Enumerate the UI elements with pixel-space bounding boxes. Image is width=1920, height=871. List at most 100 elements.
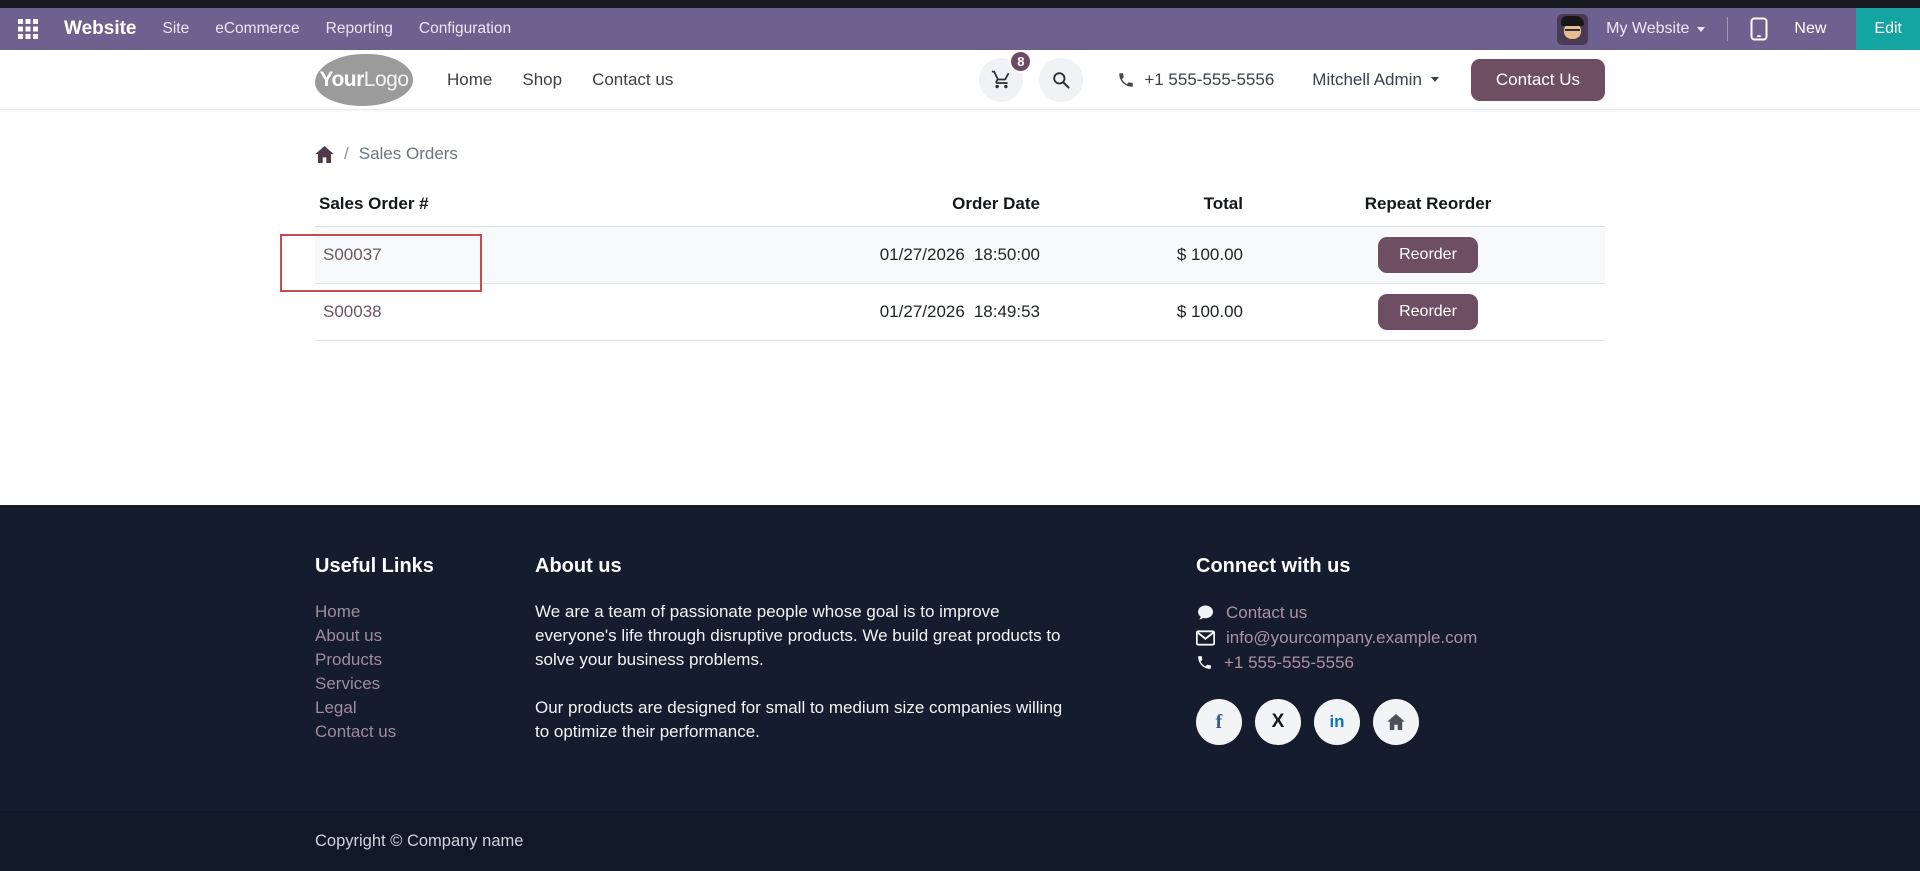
edit-button[interactable]: Edit xyxy=(1856,8,1920,50)
header-phone-number: +1 555-555-5556 xyxy=(1144,69,1275,89)
avatar-hair xyxy=(1561,15,1585,26)
order-total: $ 100.00 xyxy=(1176,302,1243,321)
footer-link-legal[interactable]: Legal xyxy=(315,698,357,717)
cart-icon xyxy=(991,70,1010,89)
useful-links-title: Useful Links xyxy=(315,555,434,577)
site-header: Your Logo Home Shop Contact us 8 xyxy=(0,49,1920,110)
sales-orders-table: Sales Order # Order Date Total Repeat Re… xyxy=(315,194,1605,341)
footer-link-contact-us[interactable]: Contact us xyxy=(315,722,397,741)
reorder-button-s00038[interactable]: Reorder xyxy=(1378,294,1478,330)
user-avatar[interactable] xyxy=(1557,13,1589,45)
column-order-date: Order Date xyxy=(952,194,1040,213)
window-top-strip xyxy=(0,0,1920,8)
order-date: 01/27/2026 xyxy=(879,302,965,321)
breadcrumb-separator: / xyxy=(344,144,349,163)
footer-about: About us We are a team of passionate peo… xyxy=(535,555,1075,745)
breadcrumb-current: Sales Orders xyxy=(358,144,458,163)
order-total: $ 100.00 xyxy=(1176,245,1243,264)
home-icon xyxy=(315,145,334,163)
nav-home[interactable]: Home xyxy=(447,69,493,89)
reorder-button-s00037[interactable]: Reorder xyxy=(1378,237,1478,273)
x-twitter-button[interactable]: X xyxy=(1255,699,1301,745)
footer-contact-label: Contact us xyxy=(1226,603,1308,622)
user-menu[interactable]: Mitchell Admin xyxy=(1312,70,1439,90)
chevron-down-icon xyxy=(1697,26,1706,32)
footer-link-products[interactable]: Products xyxy=(315,650,383,669)
apps-grid-icon[interactable] xyxy=(18,19,38,39)
avatar-face xyxy=(1564,22,1582,39)
topbar-menu-reporting[interactable]: Reporting xyxy=(325,20,393,37)
search-button[interactable] xyxy=(1039,57,1084,102)
footer-link-services[interactable]: Services xyxy=(315,674,381,693)
footer-contact-link[interactable]: Contact us xyxy=(1196,600,1605,625)
footer-copyright-bar: Copyright © Company name xyxy=(0,811,1920,871)
cart-count-badge: 8 xyxy=(1009,49,1033,73)
facebook-button[interactable]: f xyxy=(1196,699,1242,745)
topbar-brand-website[interactable]: Website xyxy=(64,18,137,39)
facebook-icon: f xyxy=(1215,710,1223,733)
logo-text-logo: Logo xyxy=(363,67,409,91)
header-right: 8 +1 555-555-5556 Mitchell Admin xyxy=(979,49,1605,102)
about-paragraph-1: We are a team of passionate people whose… xyxy=(535,602,1061,669)
main-nav: Home Shop Contact us xyxy=(447,70,673,90)
x-twitter-icon: X xyxy=(1271,711,1285,732)
site-logo[interactable]: Your Logo xyxy=(315,53,413,106)
topbar-divider xyxy=(1727,17,1729,41)
column-repeat-reorder: Repeat Reorder xyxy=(1364,194,1492,213)
avatar-glasses xyxy=(1565,28,1581,33)
about-paragraph-2: Our products are designed for small to m… xyxy=(535,698,1063,741)
new-button[interactable]: New xyxy=(1794,20,1827,37)
topbar-menu-ecommerce[interactable]: eCommerce xyxy=(215,20,300,37)
breadcrumb: / Sales Orders xyxy=(315,110,1605,164)
footer-phone-link[interactable]: +1 555-555-5556 xyxy=(1196,650,1605,675)
header-phone-link[interactable]: +1 555-555-5556 xyxy=(1117,70,1274,90)
column-total: Total xyxy=(1203,194,1243,213)
breadcrumb-home-link[interactable] xyxy=(315,145,334,163)
backend-topbar-right: My Website New Edit xyxy=(1557,8,1920,50)
chat-bubble-icon xyxy=(1198,605,1213,619)
order-link-s00037[interactable]: S00037 xyxy=(323,245,382,264)
home-icon xyxy=(1387,714,1405,730)
social-links: f X in xyxy=(1196,699,1605,745)
nav-shop[interactable]: Shop xyxy=(522,69,563,89)
footer-email-label: info@yourcompany.example.com xyxy=(1226,628,1478,647)
backend-topbar-left: Website Site eCommerce Reporting Configu… xyxy=(0,18,511,40)
search-icon xyxy=(1053,71,1070,88)
footer-email-link[interactable]: info@yourcompany.example.com xyxy=(1196,625,1605,650)
contact-us-button[interactable]: Contact Us xyxy=(1470,58,1605,101)
order-link-s00038[interactable]: S00038 xyxy=(323,302,382,321)
table-row: S00037 01/27/2026 18:50:00 $ 100.00 Reord… xyxy=(315,226,1605,284)
copyright-text: Copyright © Company name xyxy=(315,831,524,850)
phone-icon xyxy=(1119,72,1134,87)
nav-contact-us[interactable]: Contact us xyxy=(592,69,674,89)
column-sales-order: Sales Order # xyxy=(319,194,429,213)
footer-useful-links: Useful Links Home About us Products Serv… xyxy=(315,555,535,745)
logo-text-your: Your xyxy=(319,67,365,91)
order-date: 01/27/2026 xyxy=(879,245,965,264)
cart-button[interactable]: 8 xyxy=(979,49,1033,102)
linkedin-button[interactable]: in xyxy=(1314,699,1360,745)
envelope-icon xyxy=(1196,629,1215,646)
order-time: 18:50:00 xyxy=(973,245,1040,264)
chevron-down-icon xyxy=(1430,77,1439,82)
backend-topbar: Website Site eCommerce Reporting Configu… xyxy=(0,8,1920,50)
main-content: / Sales Orders Sales Order # Order Date … xyxy=(0,110,1920,505)
website-home-button[interactable] xyxy=(1373,699,1419,745)
website-switcher-label: My Website xyxy=(1606,20,1690,37)
order-time: 18:49:53 xyxy=(973,302,1040,321)
topbar-menu-site[interactable]: Site xyxy=(162,20,190,37)
topbar-menu-configuration[interactable]: Configuration xyxy=(418,20,512,37)
linkedin-icon: in xyxy=(1329,712,1345,731)
website-switcher[interactable]: My Website xyxy=(1606,20,1706,38)
site-footer: Useful Links Home About us Products Serv… xyxy=(0,505,1920,871)
mobile-preview-icon[interactable] xyxy=(1750,17,1768,41)
footer-connect: Connect with us Contact us info@yourcomp… xyxy=(1196,555,1605,745)
user-menu-name: Mitchell Admin xyxy=(1312,69,1422,89)
footer-link-home[interactable]: Home xyxy=(315,602,361,621)
footer-link-about-us[interactable]: About us xyxy=(315,626,383,645)
table-row: S00038 01/27/2026 18:49:53 $ 100.00 Reord… xyxy=(315,283,1605,341)
table-header-row: Sales Order # Order Date Total Repeat Re… xyxy=(315,194,1605,227)
connect-title: Connect with us xyxy=(1196,555,1351,577)
footer-phone-label: +1 555-555-5556 xyxy=(1224,653,1354,672)
